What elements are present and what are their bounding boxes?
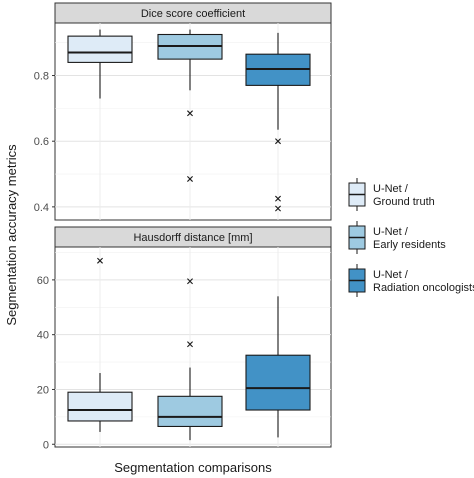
y-tick-label: 0 [43,439,49,451]
panel-hausdorff: Hausdorff distance [mm] 0 20 40 60 [37,226,332,451]
y-tick-label: 60 [37,275,49,287]
y-tick-label: 0.6 [34,136,49,148]
legend-item-radiation-oncologists: U-Net / Radiation oncologists [348,264,474,297]
box-group [157,278,223,441]
box-iqr [157,395,223,428]
panel-dice: Dice score coefficient 0.4 0.6 0.8 [34,2,332,221]
legend-label-line1: U-Net / [373,183,409,195]
legend-label-line2: Ground truth [373,196,435,208]
legend-label-line1: U-Net / [373,226,409,238]
panel-dice-y-axis: 0.4 0.6 0.8 [34,71,55,214]
y-tick-label: 0.4 [34,202,49,214]
legend-label-line1: U-Net / [373,269,409,281]
box-iqr [67,35,133,63]
box-group [245,32,311,212]
panel-dice-marks [67,29,311,212]
legend: U-Net / Ground truth U-Net / Early resid… [348,178,474,297]
outlier-point [275,138,281,145]
outlier-point [275,195,281,202]
outlier-point [187,175,193,182]
panel-hausdorff-y-axis: 0 20 40 60 [37,275,55,451]
outlier-point [187,341,193,348]
y-tick-label: 20 [37,384,49,396]
outlier-point [187,110,193,117]
box-iqr [67,391,133,422]
panel-hausdorff-title: Hausdorff distance [mm] [133,232,252,244]
y-axis-label: Segmentation accuracy metrics [4,144,19,326]
legend-label-line2: Early residents [373,239,446,251]
y-tick-label: 40 [37,330,49,342]
panel-hausdorff-marks [67,257,311,441]
outlier-point [187,278,193,285]
box-group [67,257,133,432]
panel-dice-title: Dice score coefficient [141,8,245,20]
legend-label-line2: Radiation oncologists [373,282,474,294]
box-group [157,29,223,182]
box-group [67,29,133,99]
box-group [245,296,311,438]
legend-item-ground-truth: U-Net / Ground truth [348,178,435,211]
outlier-point [275,205,281,212]
y-tick-label: 0.8 [34,71,49,83]
x-axis-label: Segmentation comparisons [114,460,272,475]
outlier-point [97,257,103,264]
box-iqr [245,354,311,411]
legend-item-early-residents: U-Net / Early residents [348,221,446,254]
